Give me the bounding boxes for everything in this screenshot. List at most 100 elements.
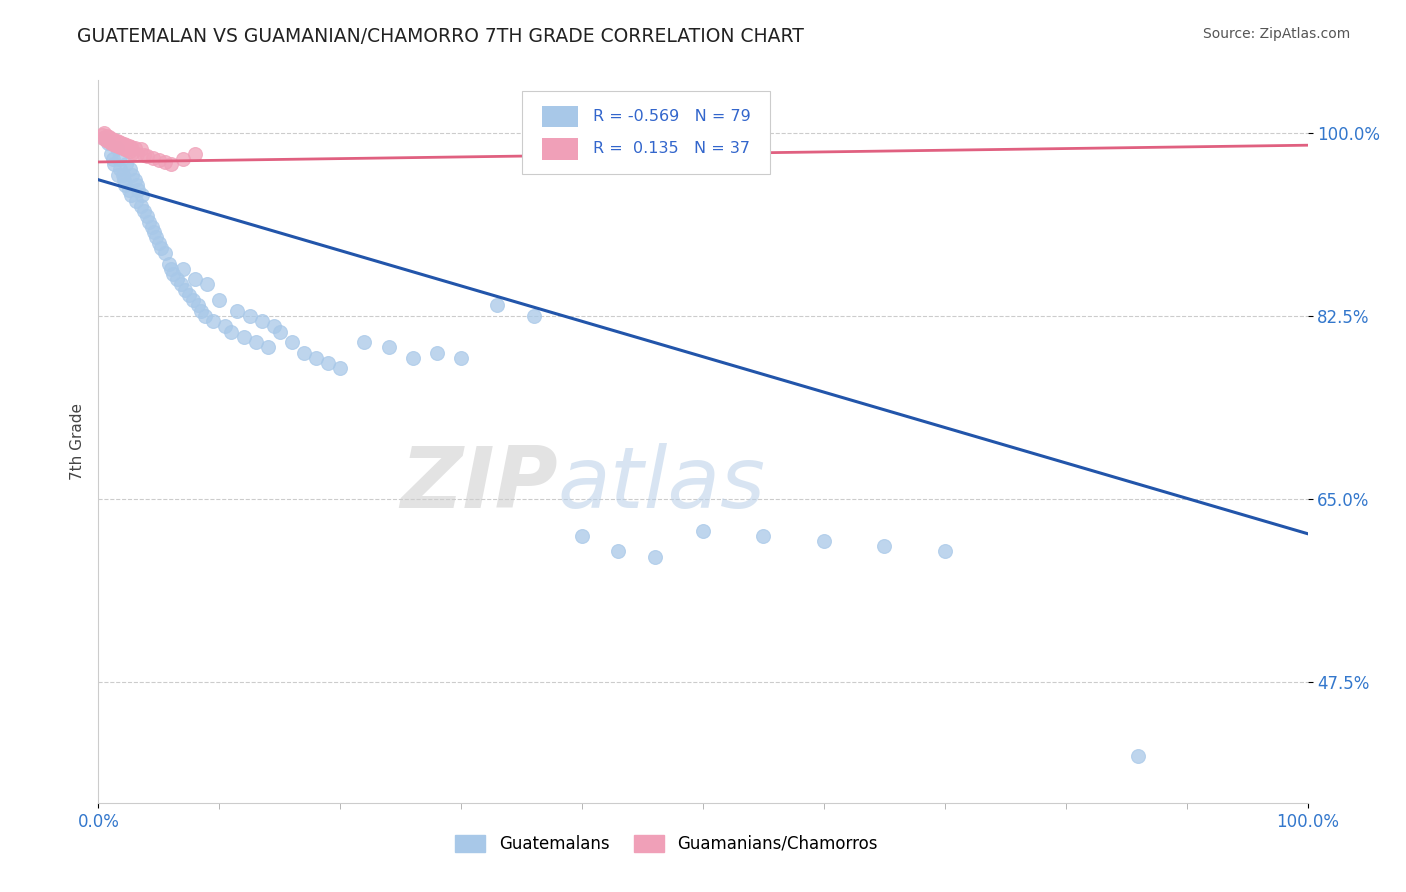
Point: [214, 319, 236, 334]
Point: [157, 256, 180, 270]
Point: [523, 309, 546, 323]
FancyBboxPatch shape: [522, 91, 769, 174]
Legend: Guatemalans, Guamanians/Chamorros: Guatemalans, Guamanians/Chamorros: [449, 828, 884, 860]
Point: [269, 325, 291, 339]
Point: [232, 330, 254, 344]
Point: [644, 549, 666, 564]
Point: [100, 132, 122, 146]
Point: [125, 194, 148, 208]
Point: [166, 272, 188, 286]
Point: [111, 141, 134, 155]
Point: [110, 136, 132, 150]
Point: [118, 145, 141, 159]
Point: [153, 155, 176, 169]
Point: [107, 168, 129, 182]
Point: [179, 288, 201, 302]
Point: [142, 151, 165, 165]
Point: [256, 340, 278, 354]
Text: ZIP: ZIP: [401, 443, 558, 526]
Point: [121, 145, 143, 160]
Point: [105, 141, 128, 155]
Point: [129, 142, 152, 156]
Point: [117, 144, 139, 158]
Point: [108, 135, 131, 149]
Point: [103, 157, 125, 171]
Point: [118, 139, 141, 153]
Point: [1128, 748, 1150, 763]
Point: [162, 267, 184, 281]
Point: [752, 529, 775, 543]
Point: [98, 129, 121, 144]
Point: [105, 134, 128, 148]
Point: [138, 214, 160, 228]
Point: [107, 139, 129, 153]
Point: [120, 188, 142, 202]
Point: [101, 152, 124, 166]
Text: R =  0.135   N = 37: R = 0.135 N = 37: [593, 142, 749, 156]
Point: [202, 314, 225, 328]
Point: [239, 309, 262, 323]
Point: [353, 334, 375, 349]
Point: [135, 149, 157, 163]
Point: [402, 351, 425, 365]
Point: [221, 325, 243, 339]
Point: [571, 529, 593, 543]
Point: [934, 544, 956, 558]
Point: [104, 138, 127, 153]
Point: [134, 204, 156, 219]
Point: [145, 230, 167, 244]
Point: [108, 162, 131, 177]
Point: [160, 261, 183, 276]
Point: [160, 157, 183, 171]
Point: [115, 157, 138, 171]
Point: [245, 334, 267, 349]
Point: [131, 188, 153, 202]
Point: [101, 137, 124, 152]
Point: [103, 133, 125, 147]
Point: [190, 303, 212, 318]
Text: atlas: atlas: [558, 443, 766, 526]
Point: [96, 128, 118, 143]
Y-axis label: 7th Grade: 7th Grade: [69, 403, 84, 480]
Point: [250, 314, 273, 328]
Point: [184, 146, 207, 161]
Point: [112, 137, 135, 152]
Point: [129, 199, 152, 213]
Point: [292, 345, 315, 359]
Point: [305, 351, 328, 365]
Point: [813, 534, 835, 549]
Point: [486, 298, 509, 312]
Point: [127, 183, 149, 197]
Point: [329, 361, 352, 376]
Point: [187, 298, 209, 312]
Point: [93, 131, 115, 145]
Point: [184, 272, 207, 286]
Point: [100, 136, 122, 150]
Point: [141, 219, 163, 234]
Point: [108, 152, 131, 166]
Point: [226, 303, 249, 318]
Point: [195, 277, 218, 292]
Point: [174, 283, 197, 297]
Point: [263, 319, 285, 334]
Point: [153, 246, 176, 260]
Point: [114, 178, 136, 192]
Point: [194, 309, 217, 323]
Point: [281, 334, 304, 349]
Text: R = -0.569   N = 79: R = -0.569 N = 79: [593, 109, 751, 124]
Point: [873, 539, 896, 553]
Point: [148, 153, 170, 167]
Point: [118, 183, 141, 197]
Point: [112, 173, 135, 187]
Point: [143, 225, 166, 239]
Point: [181, 293, 204, 308]
Point: [100, 146, 122, 161]
Point: [426, 345, 449, 359]
Point: [148, 235, 170, 250]
Point: [111, 168, 134, 182]
Point: [91, 131, 114, 145]
Point: [118, 162, 141, 177]
Point: [127, 178, 149, 192]
Point: [450, 351, 472, 365]
Point: [169, 277, 191, 292]
